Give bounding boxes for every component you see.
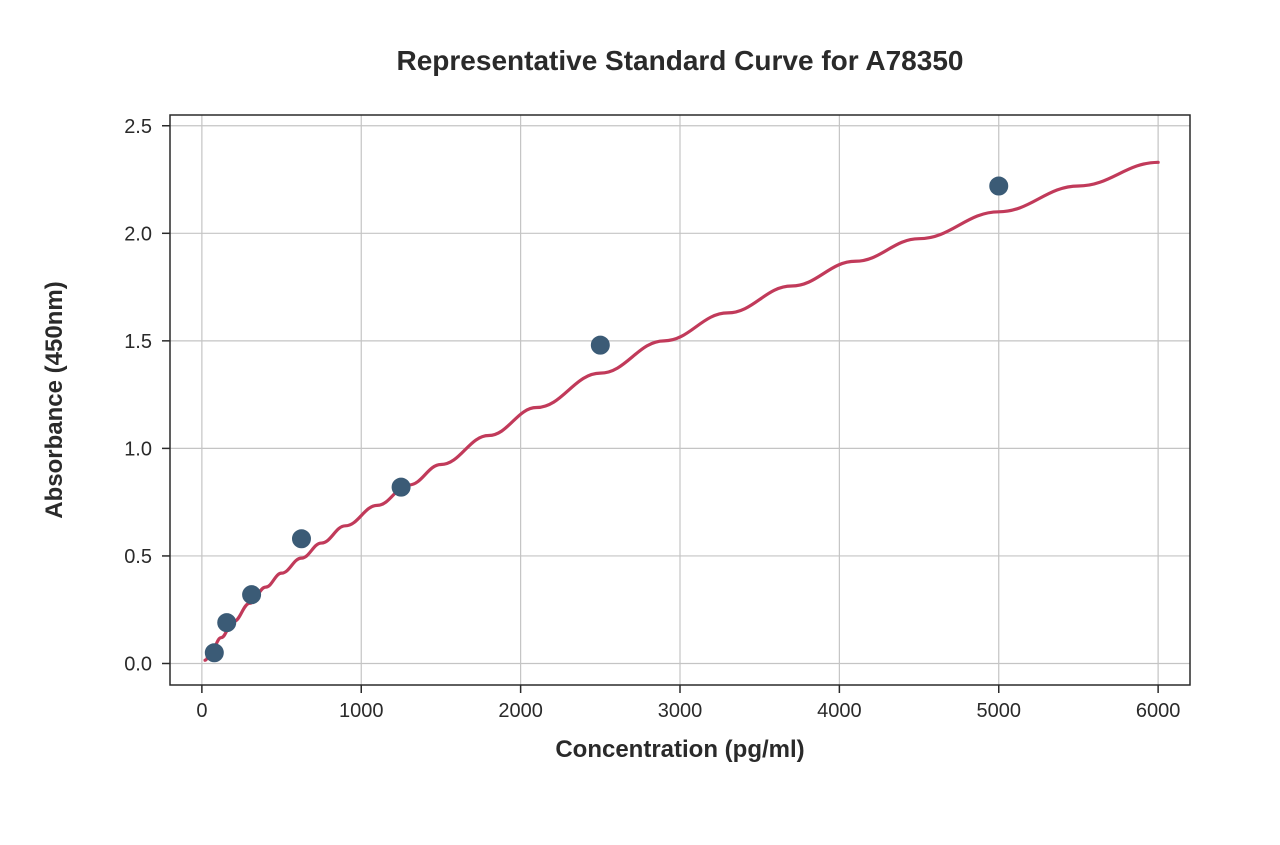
svg-text:2.0: 2.0: [124, 223, 152, 245]
svg-text:3000: 3000: [658, 700, 703, 722]
data-point: [591, 336, 609, 354]
data-point: [205, 644, 223, 662]
svg-text:5000: 5000: [977, 700, 1022, 722]
chart-title: Representative Standard Curve for A78350: [397, 45, 964, 76]
svg-text:0.0: 0.0: [124, 653, 152, 675]
data-point: [218, 614, 236, 632]
svg-text:1.0: 1.0: [124, 438, 152, 460]
svg-text:4000: 4000: [817, 700, 862, 722]
svg-text:2.5: 2.5: [124, 116, 152, 138]
svg-text:1.5: 1.5: [124, 331, 152, 353]
svg-text:0.5: 0.5: [124, 546, 152, 568]
svg-text:1000: 1000: [339, 700, 384, 722]
svg-text:0: 0: [196, 700, 207, 722]
data-point: [243, 586, 261, 604]
data-point: [990, 177, 1008, 195]
x-axis-label: Concentration (pg/ml): [555, 736, 804, 763]
chart-container: 0 1000 2000 3000 4000 5000 6000 0.0 0.5 1.0 1.5 2.0…: [0, 0, 1280, 845]
svg-text:6000: 6000: [1136, 700, 1181, 722]
y-axis-label: Absorbance (450nm): [41, 281, 68, 518]
svg-text:2000: 2000: [498, 700, 543, 722]
data-point: [292, 530, 310, 548]
data-point: [392, 478, 410, 496]
standard-curve-chart: 0 1000 2000 3000 4000 5000 6000 0.0 0.5 1.0 1.5 2.0…: [0, 0, 1280, 845]
